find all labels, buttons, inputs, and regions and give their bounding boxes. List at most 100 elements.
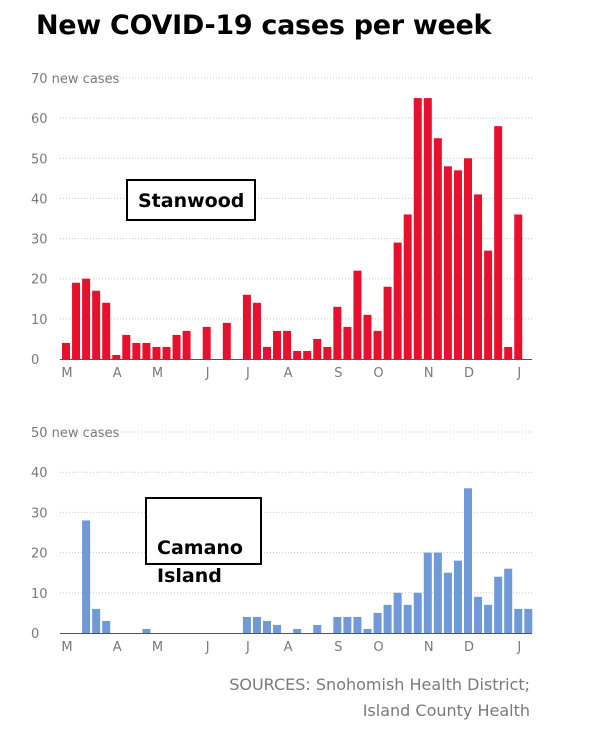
bar <box>182 330 191 359</box>
bar <box>383 604 392 633</box>
bar <box>393 242 402 359</box>
bar <box>494 576 503 633</box>
y-tick-label: 30 <box>31 233 48 248</box>
x-tick-label: O <box>373 640 383 655</box>
bar <box>373 612 382 633</box>
bar <box>172 334 181 359</box>
bar <box>363 628 372 633</box>
x-tick-label: S <box>334 640 342 655</box>
bar <box>363 314 372 359</box>
x-tick-label: S <box>334 366 342 381</box>
bar <box>62 342 70 359</box>
bar <box>484 604 493 633</box>
source-note: SOURCES: Snohomish Health District; Isla… <box>229 672 530 724</box>
bar <box>474 194 483 359</box>
bar <box>343 616 352 633</box>
bar <box>403 604 412 633</box>
bar <box>353 616 362 633</box>
y-tick-label: 40 <box>31 466 48 481</box>
stanwood-chart: 0 10 20 30 40 50 60 70 new cases M A M J J A S O N D J <box>31 72 532 381</box>
bar <box>273 624 282 633</box>
x-tick-label: D <box>464 640 474 655</box>
bar <box>122 334 131 359</box>
bar <box>464 488 472 633</box>
bar <box>443 166 452 359</box>
y-tick-label: 10 <box>31 587 48 602</box>
x-tick-label: J <box>205 366 210 381</box>
x-tick-label: A <box>284 640 293 655</box>
bar <box>383 286 392 359</box>
bar <box>273 330 282 359</box>
bar <box>112 354 121 359</box>
bar <box>252 616 261 633</box>
y-tick-label: 70 new cases <box>31 72 120 87</box>
bar <box>413 98 422 360</box>
y-tick-label: 30 <box>31 506 48 521</box>
y-tick-label: 60 <box>31 112 48 127</box>
bar <box>82 520 91 633</box>
bar <box>423 98 432 360</box>
bar <box>464 158 472 359</box>
bar <box>433 552 442 633</box>
stanwood-label: Stanwood <box>126 179 256 221</box>
bar <box>313 624 322 633</box>
bar <box>494 126 503 360</box>
source-line-2: Island County Health <box>362 701 530 720</box>
bar <box>443 572 452 633</box>
x-tick-label: J <box>516 366 521 381</box>
x-tick-label: A <box>113 640 122 655</box>
bar <box>333 616 342 633</box>
bar <box>474 596 483 633</box>
x-tick-label: J <box>205 640 210 655</box>
x-tick-label: A <box>113 366 122 381</box>
bar <box>504 346 513 359</box>
bar <box>252 302 261 359</box>
bar <box>423 552 432 633</box>
bar <box>373 330 382 359</box>
y-tick-label: 50 <box>31 152 48 167</box>
bar <box>343 326 352 359</box>
bar <box>524 608 533 633</box>
page-title: New COVID-19 cases per week <box>36 10 492 41</box>
x-tick-label: O <box>373 366 383 381</box>
bar <box>263 620 271 633</box>
bar <box>92 608 101 633</box>
bar <box>514 214 523 359</box>
x-tick-label: M <box>61 366 72 381</box>
bar <box>453 560 462 633</box>
bar <box>82 278 91 359</box>
bar <box>142 342 151 359</box>
bar <box>202 326 211 359</box>
y-tick-label: 0 <box>31 627 39 642</box>
bar <box>403 214 412 359</box>
x-tick-label: J <box>245 366 250 381</box>
camano-chart: 0 10 20 30 40 50 new cases M A M J J A S O N D J <box>31 426 533 655</box>
bar <box>142 628 151 633</box>
camano-label: Camano Island <box>145 497 262 587</box>
bar <box>242 294 251 359</box>
bar <box>433 138 442 359</box>
y-tick-label: 40 <box>31 192 48 207</box>
bar <box>514 608 523 633</box>
bar <box>484 250 493 359</box>
bar <box>393 592 402 633</box>
bar <box>152 346 161 359</box>
bar <box>102 302 111 359</box>
x-tick-label: A <box>284 366 293 381</box>
bar <box>453 170 462 359</box>
bar <box>413 592 422 633</box>
x-tick-label: M <box>152 366 163 381</box>
bar <box>303 350 312 359</box>
bar <box>132 342 141 359</box>
x-tick-label: J <box>245 640 250 655</box>
x-tick-label: M <box>61 640 72 655</box>
bar <box>323 346 332 359</box>
source-line-1: SOURCES: Snohomish Health District; <box>229 675 530 694</box>
bar <box>263 346 271 359</box>
bar <box>102 620 111 633</box>
y-tick-label: 10 <box>31 313 48 328</box>
bar <box>162 346 171 359</box>
bar <box>333 306 342 359</box>
stanwood-label-text: Stanwood <box>138 190 245 212</box>
bar <box>283 330 292 359</box>
